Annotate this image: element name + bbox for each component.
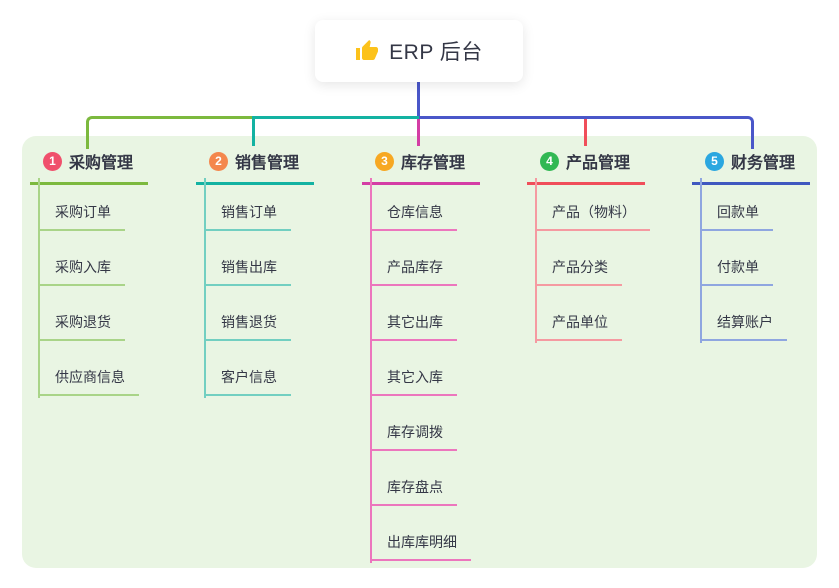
node-item[interactable]: 销售订单 [204, 202, 291, 231]
thumbs-up-icon [355, 39, 379, 63]
branch-5-header[interactable]: 5 财务管理 [692, 145, 810, 185]
branch-3-connector-line [370, 178, 372, 563]
node-item[interactable]: 产品分类 [535, 257, 622, 286]
branch-3-header[interactable]: 3 库存管理 [362, 145, 480, 185]
root-node[interactable]: ERP 后台 [315, 20, 523, 82]
branch-3-number-badge: 3 [375, 151, 394, 171]
branch-4-connector-line [535, 178, 537, 343]
branch-5-number-badge: 5 [705, 151, 724, 171]
branch-1-header[interactable]: 1 采购管理 [30, 145, 148, 185]
branch-1-label: 采购管理 [69, 155, 134, 172]
node-item[interactable]: 采购入库 [38, 257, 125, 286]
branch-3-label: 库存管理 [401, 155, 466, 172]
node-item[interactable]: 回款单 [700, 202, 773, 231]
branch-4-header[interactable]: 4 产品管理 [527, 145, 645, 185]
branch-2-label: 销售管理 [235, 155, 300, 172]
root-label: ERP 后台 [389, 41, 483, 64]
node-item[interactable]: 库存盘点 [370, 477, 457, 506]
branch-2-number-badge: 2 [209, 151, 228, 171]
node-item[interactable]: 客户信息 [204, 367, 291, 396]
branch-4-number-badge: 4 [540, 151, 559, 171]
connector-bus-middle [254, 116, 419, 119]
node-item[interactable]: 库存调拨 [370, 422, 457, 451]
connector-drop-4 [584, 119, 587, 146]
branch-5-label: 财务管理 [731, 155, 796, 172]
branch-4-label: 产品管理 [566, 155, 631, 172]
node-item[interactable]: 其它入库 [370, 367, 457, 396]
connector-drop-3 [417, 119, 420, 146]
mindmap-canvas [22, 136, 817, 568]
node-item[interactable]: 产品单位 [535, 312, 622, 341]
branch-2-header[interactable]: 2 销售管理 [196, 145, 314, 185]
node-item[interactable]: 产品（物料） [535, 202, 650, 231]
node-item[interactable]: 其它出库 [370, 312, 457, 341]
node-item[interactable]: 销售出库 [204, 257, 291, 286]
connector-root [417, 82, 420, 117]
node-item[interactable]: 采购订单 [38, 202, 125, 231]
node-item[interactable]: 采购退货 [38, 312, 125, 341]
branch-2-connector-line [204, 178, 206, 398]
branch-1-number-badge: 1 [43, 151, 62, 171]
node-item[interactable]: 结算账户 [700, 312, 787, 341]
node-item[interactable]: 出库库明细 [370, 532, 471, 561]
branch-1-connector-line [38, 178, 40, 398]
connector-bus-left [86, 116, 257, 149]
node-item[interactable]: 付款单 [700, 257, 773, 286]
connector-bus-right [419, 116, 754, 149]
node-item[interactable]: 供应商信息 [38, 367, 139, 396]
node-item[interactable]: 仓库信息 [370, 202, 457, 231]
node-item[interactable]: 产品库存 [370, 257, 457, 286]
node-item[interactable]: 销售退货 [204, 312, 291, 341]
branch-5-connector-line [700, 178, 702, 343]
connector-drop-2 [252, 116, 255, 146]
